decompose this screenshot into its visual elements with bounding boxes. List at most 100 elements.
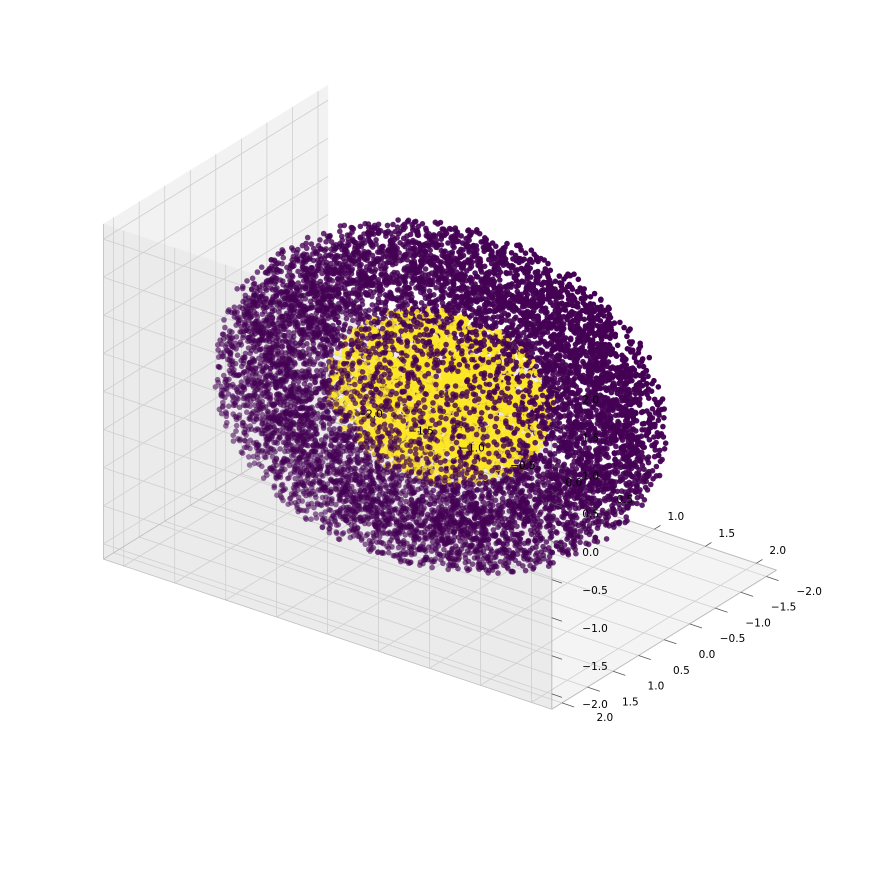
outer-shell-point xyxy=(395,401,401,407)
outer-shell-point xyxy=(312,438,318,444)
outer-shell-point xyxy=(274,285,280,291)
outer-shell-point xyxy=(215,377,221,383)
outer-shell-point xyxy=(293,464,299,470)
outer-shell-point xyxy=(257,374,263,380)
outer-shell-point xyxy=(407,545,413,551)
outer-shell-point xyxy=(268,312,274,318)
outer-shell-point xyxy=(363,450,369,456)
outer-shell-point xyxy=(296,507,302,513)
outer-shell-point xyxy=(467,550,473,556)
outer-shell-point xyxy=(226,307,232,313)
outer-shell-point xyxy=(305,434,311,440)
outer-shell-point xyxy=(487,560,493,566)
outer-shell-point xyxy=(249,286,255,292)
outer-shell-point xyxy=(378,391,384,397)
outer-shell-point xyxy=(487,503,493,509)
outer-shell-point xyxy=(427,502,433,508)
outer-shell-point xyxy=(429,507,435,513)
outer-shell-point xyxy=(493,498,499,504)
outer-shell-point xyxy=(491,527,497,533)
outer-shell-point xyxy=(314,390,320,396)
outer-shell-point xyxy=(289,303,295,309)
outer-shell-point xyxy=(431,488,437,494)
outer-shell-point xyxy=(319,401,325,407)
outer-shell-point xyxy=(309,464,315,470)
outer-shell-point xyxy=(446,524,452,530)
outer-shell-point xyxy=(327,378,333,384)
outer-shell-point xyxy=(350,361,356,367)
outer-shell-point xyxy=(428,480,434,486)
outer-shell-point xyxy=(489,519,495,525)
outer-shell-point xyxy=(313,423,319,429)
outer-shell-point xyxy=(424,456,430,462)
outer-shell-point xyxy=(245,403,251,409)
outer-shell-point xyxy=(287,339,293,345)
outer-shell-point xyxy=(296,379,302,385)
outer-shell-point xyxy=(257,340,263,346)
outer-shell-point xyxy=(348,451,354,457)
outer-shell-point xyxy=(328,522,334,528)
outer-shell-point xyxy=(360,369,366,375)
outer-shell-point xyxy=(371,521,377,527)
outer-shell-point xyxy=(333,437,339,443)
outer-shell-point xyxy=(327,331,333,337)
outer-shell-point xyxy=(358,531,364,537)
outer-shell-point xyxy=(401,538,407,544)
outer-shell-point xyxy=(267,359,273,365)
outer-shell-point xyxy=(328,347,334,353)
outer-shell-point xyxy=(298,418,304,424)
outer-shell-point xyxy=(343,341,349,347)
outer-shell-point xyxy=(301,293,307,299)
outer-shell-point xyxy=(329,386,335,392)
outer-shell-point xyxy=(516,561,522,567)
outer-shell-point xyxy=(438,467,444,473)
outer-shell-point xyxy=(308,299,314,305)
outer-shell-point xyxy=(248,438,254,444)
outer-shell-point xyxy=(332,360,338,366)
outer-shell-point xyxy=(403,406,409,412)
outer-shell-point xyxy=(291,281,297,287)
outer-shell-point xyxy=(291,383,297,389)
outer-shell-point xyxy=(365,456,371,462)
outer-shell-point xyxy=(369,467,375,473)
outer-shell-point xyxy=(341,530,347,536)
outer-shell-point xyxy=(295,322,301,328)
outer-shell-point xyxy=(305,502,311,508)
outer-shell-point xyxy=(338,506,344,512)
outer-shell-point xyxy=(279,353,285,359)
outer-shell-point xyxy=(239,379,245,385)
outer-shell-point xyxy=(400,454,406,460)
outer-shell-point xyxy=(261,326,267,332)
outer-shell-point xyxy=(272,258,278,264)
outer-shell-point xyxy=(411,417,417,423)
outer-shell-point xyxy=(250,366,256,372)
outer-shell-point xyxy=(377,454,383,460)
outer-shell-point xyxy=(363,486,369,492)
outer-shell-point xyxy=(250,409,256,415)
outer-shell-point xyxy=(479,543,485,549)
outer-shell-point xyxy=(298,299,304,305)
outer-shell-point xyxy=(287,357,293,363)
outer-shell-point xyxy=(381,525,387,531)
outer-shell-point xyxy=(278,364,284,370)
outer-shell-point xyxy=(422,523,428,529)
outer-shell-point xyxy=(289,390,295,396)
outer-shell-point xyxy=(380,511,386,517)
outer-shell-point xyxy=(326,359,332,365)
outer-shell-point xyxy=(413,528,419,534)
outer-shell-point xyxy=(390,512,396,518)
outer-shell-point xyxy=(306,367,312,373)
outer-shell-point xyxy=(315,457,321,463)
outer-shell-point xyxy=(251,358,257,364)
inner-sphere-point xyxy=(367,368,373,374)
outer-shell-point xyxy=(311,479,317,485)
outer-shell-point xyxy=(414,520,420,526)
outer-shell-point xyxy=(251,377,257,383)
outer-shell-point xyxy=(337,537,343,543)
outer-shell-point xyxy=(474,530,480,536)
outer-shell-point xyxy=(338,368,344,374)
outer-shell-point xyxy=(528,557,534,563)
outer-shell-point xyxy=(311,489,317,495)
outer-shell-point xyxy=(232,384,238,390)
outer-shell-point xyxy=(295,280,301,286)
